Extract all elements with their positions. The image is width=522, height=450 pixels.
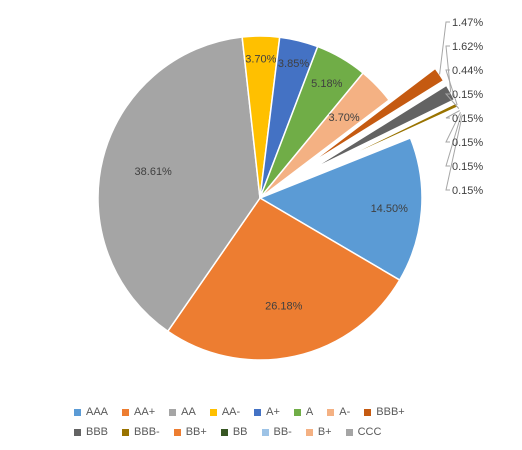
legend-row: AAA AA+ AA AA- A+ A A- BBB+: [74, 402, 494, 422]
pie-slice-aa: [97, 36, 261, 333]
pie-slice-aa-plus: [166, 197, 401, 361]
pie-slice-aaa: [258, 136, 423, 282]
legend-swatch: [169, 408, 177, 416]
data-label: 0.15%: [452, 161, 483, 173]
legend-swatch: [220, 428, 228, 436]
leader-line: [439, 21, 450, 75]
legend-item: A-: [327, 406, 350, 418]
legend-item: BB-: [261, 426, 292, 438]
data-label: 3.70%: [329, 112, 360, 124]
legend-item: A+: [254, 406, 280, 418]
legend-item: AA+: [122, 406, 155, 418]
legend-swatch: [261, 428, 269, 436]
data-label: 0.15%: [452, 185, 483, 197]
legend-item: BBB: [74, 426, 108, 438]
legend-item: A: [293, 406, 314, 418]
legend-item: CCC: [345, 426, 382, 438]
legend-swatch: [209, 408, 217, 416]
legend-label: AA+: [134, 406, 156, 418]
legend-label: BB-: [273, 426, 292, 438]
data-label: 5.18%: [311, 78, 342, 90]
legend-row: BBB BBB- BB+ BB BB- B+ CCC: [74, 422, 494, 442]
leader-line: [445, 69, 458, 106]
legend: AAA AA+ AA AA- A+ A A- BBB+ BBB BBB- BB+ BB BB- B+ CC…: [74, 402, 494, 442]
data-label: 0.15%: [452, 137, 483, 149]
data-label: 1.62%: [452, 41, 483, 53]
legend-item: BB+: [173, 426, 207, 438]
leader-line: [444, 93, 460, 109]
legend-label: A: [305, 406, 314, 418]
legend-swatch: [122, 408, 130, 416]
legend-swatch: [173, 428, 181, 436]
legend-label: BBB+: [376, 406, 405, 418]
pie-slices: [97, 35, 464, 361]
pie-slice-bbb-plus: [305, 67, 445, 167]
data-label: 0.15%: [452, 89, 483, 101]
data-label: 3.85%: [278, 58, 309, 70]
legend-swatch: [122, 428, 130, 436]
legend-item: AAA: [74, 406, 108, 418]
pie-slice-bbb: [308, 84, 456, 172]
legend-item: AA: [169, 406, 196, 418]
legend-item: AA-: [209, 406, 241, 418]
legend-swatch: [254, 408, 262, 416]
legend-swatch: [74, 408, 81, 416]
pie-slice-a-minus: [259, 71, 391, 199]
legend-label: A+: [266, 406, 280, 418]
leader-line: [445, 112, 461, 143]
data-labels: 14.50%26.18%38.61%3.70% 3.85%5.18%3.70%1.…: [135, 17, 484, 313]
legend-label: BB: [232, 426, 248, 438]
legend-item: B+: [305, 426, 332, 438]
leader-line: [445, 114, 462, 167]
legend-label: CCC: [357, 426, 382, 438]
legend-swatch: [364, 408, 372, 416]
legend-label: AAA: [86, 406, 109, 418]
data-label: 14.50%: [371, 203, 409, 215]
legend-label: BB+: [185, 426, 207, 438]
legend-label: BBB: [86, 426, 109, 438]
legend-item: BBB-: [122, 426, 160, 438]
leader-line: [445, 116, 463, 191]
legend-swatch: [293, 408, 301, 416]
data-label: 26.18%: [265, 301, 303, 313]
legend-label: AA: [181, 406, 196, 418]
data-label: 1.47%: [452, 17, 483, 29]
legend-label: AA-: [221, 406, 241, 418]
data-label: 0.44%: [452, 65, 483, 77]
legend-swatch: [345, 428, 353, 436]
legend-item: BB: [220, 426, 248, 438]
legend-item: BBB+: [364, 406, 405, 418]
legend-swatch: [305, 428, 313, 436]
leader-line: [445, 110, 460, 119]
leader-lines: [439, 21, 463, 191]
legend-swatch: [327, 408, 335, 416]
legend-label: A-: [339, 406, 351, 418]
leader-line: [445, 45, 452, 93]
data-label: 0.15%: [452, 113, 483, 125]
data-label: 38.61%: [135, 166, 173, 178]
legend-label: B+: [317, 426, 332, 438]
legend-swatch: [74, 428, 81, 436]
legend-label: BBB-: [134, 426, 160, 438]
data-label: 3.70%: [245, 54, 276, 66]
